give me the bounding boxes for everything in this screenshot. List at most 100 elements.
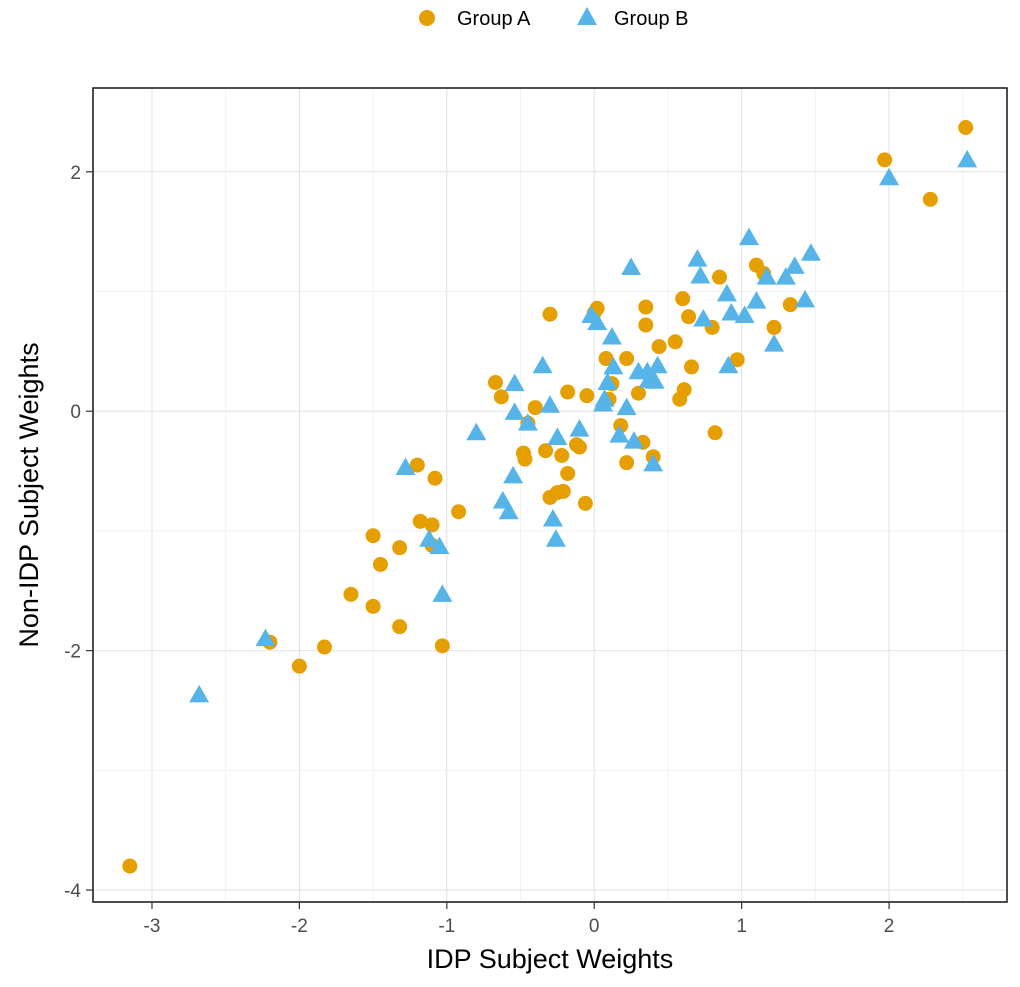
group-b-point: [504, 402, 525, 420]
y-axis-title: Non-IDP Subject Weights: [14, 342, 44, 647]
group-b-point: [716, 283, 737, 302]
group-a-point: [579, 388, 595, 404]
group-b-point: [532, 355, 553, 374]
group-a-point: [554, 447, 570, 463]
group-b-point: [800, 243, 821, 261]
group-a-point: [365, 598, 381, 614]
group-a-point: [922, 191, 938, 207]
group-b-point: [756, 267, 777, 285]
x-tick-label: 1: [736, 916, 747, 937]
group-a-point: [712, 269, 728, 285]
legend-triangle-marker: [577, 7, 597, 25]
group-b-point: [718, 355, 739, 374]
y-tick-label: -2: [64, 642, 81, 663]
group-a-point: [122, 858, 138, 874]
group-b-point: [621, 257, 642, 276]
x-tick-label: 0: [589, 916, 600, 937]
group-b-point: [746, 291, 767, 309]
group-a-point: [538, 443, 554, 459]
group-a-point: [619, 351, 635, 367]
group-a-point: [427, 470, 443, 486]
group-b-point: [255, 628, 276, 647]
group-b-point: [734, 305, 755, 323]
group-b-point: [545, 529, 566, 547]
group-b-point: [432, 584, 453, 602]
group-a-point: [560, 384, 576, 400]
group-b-point: [644, 371, 665, 389]
y-tick-label: -4: [64, 881, 81, 902]
group-a-point: [676, 382, 692, 398]
group-a-point: [409, 457, 425, 473]
group-a-point: [412, 513, 428, 529]
group-b-point: [616, 397, 637, 416]
group-b-point: [764, 334, 785, 352]
group-b-point: [637, 361, 658, 380]
group-a-point: [766, 319, 782, 335]
group-b-point: [569, 419, 590, 437]
group-b-point: [647, 355, 668, 374]
x-axis-title: IDP Subject Weights: [427, 944, 674, 974]
group-b-point: [693, 309, 714, 327]
group-a-point: [598, 351, 614, 367]
group-b-point: [594, 389, 615, 407]
group-a-point: [493, 389, 509, 405]
group-a-point: [291, 658, 307, 674]
group-b-point: [601, 326, 622, 345]
legend-label-group-b: Group B: [614, 8, 688, 30]
group-a-point: [630, 385, 646, 401]
legend-label-group-a: Group A: [457, 8, 531, 30]
group-b-point: [643, 453, 664, 472]
group-b-point: [395, 457, 416, 475]
plot-panel-border: [92, 87, 1008, 903]
group-a-point: [365, 528, 381, 544]
group-a-point: [681, 309, 697, 325]
y-tick-label: 0: [70, 402, 81, 423]
group-a-point: [372, 556, 388, 572]
group-b-point: [517, 413, 538, 431]
group-b-point: [429, 536, 450, 554]
group-b-point: [542, 508, 563, 527]
group-a-point: [451, 504, 467, 520]
group-a-point: [487, 374, 503, 390]
group-b-point: [795, 289, 816, 308]
group-a-point: [638, 317, 654, 333]
group-a-point: [675, 291, 691, 307]
group-a-point: [392, 540, 408, 556]
group-a-point: [667, 334, 683, 350]
group-a-point: [958, 120, 974, 136]
group-a-point: [571, 439, 587, 455]
group-b-point: [690, 265, 711, 284]
group-a-point: [560, 465, 576, 481]
group-a-point: [343, 586, 359, 602]
x-tick-label: -2: [291, 916, 308, 937]
y-tick-label: 2: [70, 163, 81, 184]
group-b-point: [609, 425, 630, 443]
group-b-point: [587, 312, 608, 331]
group-a-point: [434, 638, 450, 654]
group-a-point: [316, 639, 332, 655]
group-b-point: [504, 373, 525, 392]
group-b-point: [597, 372, 618, 390]
group-a-point: [651, 339, 667, 355]
group-a-point: [782, 297, 798, 313]
legend: Group A Group B: [419, 7, 688, 30]
group-a-point: [619, 455, 635, 471]
group-b-point: [739, 227, 760, 246]
group-a-point: [527, 400, 543, 416]
group-b-point: [540, 395, 560, 413]
group-b-point: [547, 427, 568, 446]
group-a-point: [577, 495, 593, 511]
group-a-point: [729, 352, 745, 368]
group-b-point: [503, 465, 524, 484]
axis-ticks: -3 -2 -1 0 1 2 -4 -2 0 2: [64, 163, 894, 937]
group-a-point: [392, 619, 408, 635]
group-b-point: [498, 501, 519, 520]
group-b-point: [687, 249, 708, 267]
group-a-point: [877, 152, 893, 168]
group-b-point: [624, 431, 645, 449]
x-tick-label: -1: [438, 916, 455, 937]
group-a-point: [638, 299, 654, 315]
group-b-point: [721, 303, 742, 321]
